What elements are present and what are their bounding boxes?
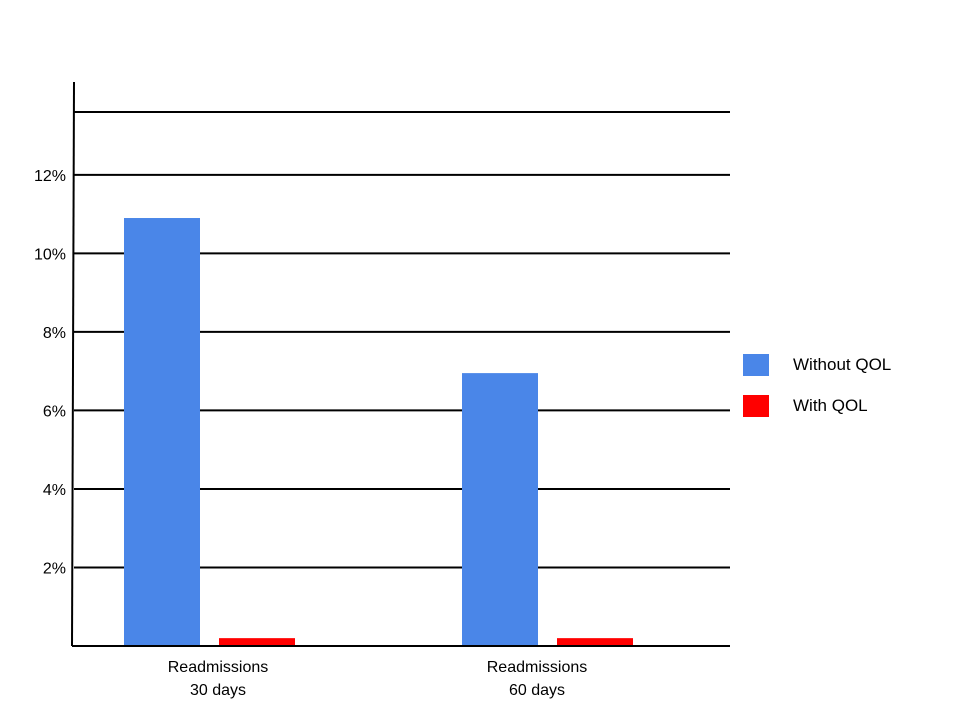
bar-without-qol-1: [124, 218, 200, 645]
bars: [124, 218, 633, 645]
legend-label-with-qol: With QOL: [793, 396, 868, 415]
axes: [71, 81, 730, 647]
x-axis-category-labels: Readmissions 30 days Readmissions 60 days: [168, 659, 587, 699]
y-tick-label: 12%: [34, 168, 66, 185]
bar-with-qol-1: [219, 638, 295, 645]
bar-without-qol-2: [462, 373, 538, 645]
y-tick-label: 8%: [43, 325, 66, 342]
legend-swatch-without-qol: [743, 354, 769, 376]
y-axis-tick-labels: 2% 4% 6% 8% 10% 12%: [34, 168, 66, 578]
legend: Without QOL With QOL: [743, 354, 891, 417]
x-category-label: Readmissions: [168, 659, 268, 676]
y-tick-label: 6%: [43, 403, 66, 420]
x-category-label: Readmissions: [487, 659, 587, 676]
y-tick-label: 4%: [43, 482, 66, 499]
legend-label-without-qol: Without QOL: [793, 355, 891, 374]
x-category-label: 30 days: [190, 682, 246, 699]
y-tick-label: 10%: [34, 246, 66, 263]
legend-swatch-with-qol: [743, 395, 769, 417]
y-axis-line: [71, 81, 75, 647]
y-tick-label: 2%: [43, 560, 66, 577]
x-category-label: 60 days: [509, 682, 565, 699]
bar-with-qol-2: [557, 638, 633, 645]
